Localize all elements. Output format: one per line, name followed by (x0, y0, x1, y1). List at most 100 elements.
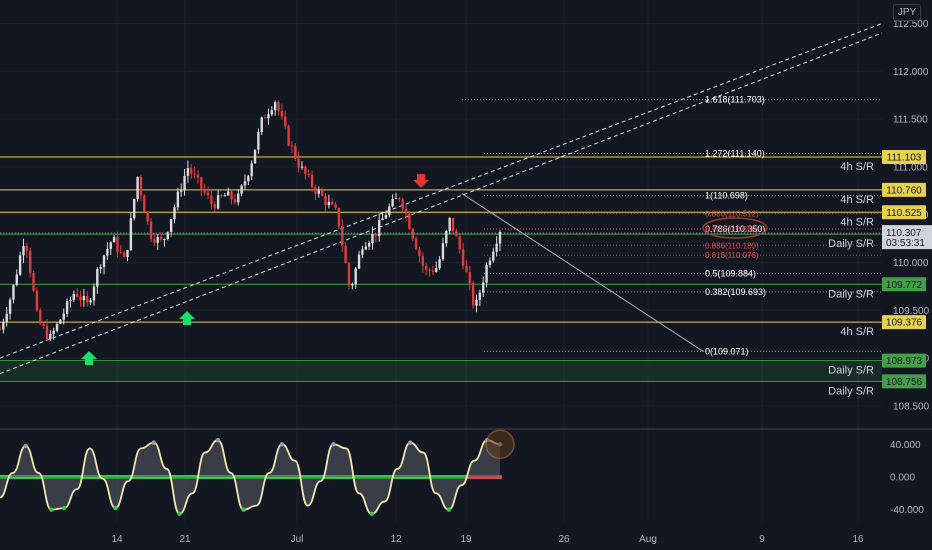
osc-tick-label: 0.000 (890, 473, 915, 484)
osc-tick-label: 40.000 (890, 440, 921, 451)
candle-body (216, 195, 220, 209)
candle-body (482, 282, 485, 293)
osc-line (0, 439, 501, 515)
candle-body (448, 217, 451, 231)
candle-body (297, 158, 300, 168)
candle-body (92, 286, 96, 301)
candle-body (190, 167, 193, 174)
candle-body (42, 323, 45, 327)
candle-body (106, 248, 109, 256)
osc-area (0, 440, 500, 514)
osc-extreme-dot (279, 442, 285, 447)
candle-body (384, 215, 388, 219)
candle-body (203, 188, 206, 193)
candle-body (485, 264, 488, 283)
trend-channel-line (0, 32, 883, 375)
osc-extreme-dot (446, 507, 451, 512)
osc-extreme-dot (113, 505, 118, 511)
candle-body (341, 226, 344, 246)
candle-body (22, 245, 25, 256)
candle-body (12, 285, 15, 300)
candle-body (213, 204, 216, 209)
x-tick-label: 14 (111, 534, 123, 545)
currency-badge[interactable]: JPY (893, 4, 921, 21)
sr-tag-label: 4h S/R (840, 326, 874, 338)
sr-price-label: 111.103 (887, 153, 922, 164)
candle-body (398, 198, 401, 200)
x-tick-label: 26 (558, 534, 570, 545)
sr-price-label: 109.772 (886, 280, 923, 291)
candle-body (133, 199, 136, 219)
candle-body (300, 166, 304, 168)
sr-tag-label: Daily S/R (828, 365, 874, 377)
x-tick-label: 21 (179, 534, 191, 545)
candle-body (492, 251, 495, 261)
candle-body (488, 260, 492, 265)
countdown-label: 03:53:31 (886, 238, 925, 249)
candle-body (418, 249, 421, 257)
candle-body (354, 268, 357, 285)
candle-body (314, 187, 317, 194)
osc-extreme-dot (241, 507, 246, 512)
candle-body (455, 231, 458, 237)
candle-body (401, 199, 404, 209)
candle-body (294, 145, 297, 159)
candle-body (361, 249, 364, 255)
fib-level-label: 0.786(110.350) (705, 224, 765, 234)
osc-extreme-dot (369, 511, 374, 517)
candle-body (15, 274, 18, 286)
candle-body (119, 252, 123, 254)
sr-price-tag (882, 315, 926, 330)
candle-body (220, 195, 223, 197)
candle-body (226, 191, 230, 196)
current-price-tag (882, 225, 932, 250)
candle-body (55, 323, 59, 331)
osc-extreme-dot (408, 440, 413, 445)
candle-body (334, 204, 337, 209)
y-tick-label: 108.500 (893, 401, 930, 412)
candle-body (102, 255, 106, 267)
candle-body (200, 177, 203, 189)
sr-price-tag (882, 353, 926, 368)
candle-body (327, 201, 331, 206)
osc-extreme-dot (215, 437, 221, 443)
candle-body (39, 310, 42, 324)
candle-body (253, 149, 257, 164)
candle-body (461, 249, 465, 266)
candle-body (86, 295, 89, 303)
current-price-label: 110.307 (886, 228, 922, 239)
candle-body (414, 238, 418, 250)
y-tick-label: 112.500 (893, 19, 929, 30)
candle-body (25, 245, 29, 251)
grid-group (0, 0, 882, 522)
candle-body (223, 195, 227, 197)
arrow-down-icon (413, 174, 429, 188)
candle-body (52, 330, 55, 334)
candle-body (273, 102, 277, 111)
candle-body (267, 114, 270, 119)
candle-body (280, 110, 284, 117)
candle-body (169, 219, 173, 232)
candle-body (277, 102, 280, 111)
candles-group (0, 100, 502, 341)
sr-tag-label: Daily S/R (828, 385, 874, 397)
candle-body (284, 116, 287, 127)
candle-body (65, 301, 69, 314)
candle-body (394, 198, 398, 200)
x-tick-label: 16 (852, 534, 864, 545)
highlight-circle (702, 217, 768, 239)
candle-body (351, 284, 354, 286)
candle-body (337, 208, 341, 227)
candle-body (166, 231, 169, 240)
sr-tag-label: 4h S/R (840, 216, 874, 228)
candle-body (163, 239, 166, 241)
candle-body (304, 166, 307, 175)
candle-body (435, 268, 438, 272)
candle-body (176, 191, 180, 208)
candle-body (287, 126, 290, 146)
candle-body (2, 322, 5, 330)
candle-body (99, 266, 102, 269)
candle-body (79, 296, 82, 301)
